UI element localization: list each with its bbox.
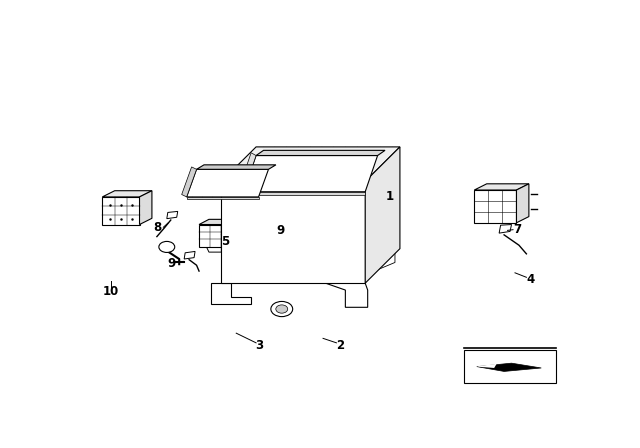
Polygon shape bbox=[211, 283, 251, 304]
Text: 2: 2 bbox=[337, 339, 344, 352]
Polygon shape bbox=[326, 283, 367, 307]
Polygon shape bbox=[516, 184, 529, 223]
Polygon shape bbox=[256, 151, 385, 155]
Polygon shape bbox=[187, 197, 259, 199]
Text: 9: 9 bbox=[168, 257, 176, 270]
Polygon shape bbox=[286, 211, 300, 220]
Polygon shape bbox=[477, 363, 541, 371]
Text: 7: 7 bbox=[513, 223, 522, 236]
Polygon shape bbox=[184, 251, 195, 259]
Polygon shape bbox=[244, 192, 365, 195]
Polygon shape bbox=[244, 155, 378, 192]
Text: 5: 5 bbox=[221, 235, 230, 248]
Circle shape bbox=[159, 241, 175, 253]
Text: 10: 10 bbox=[102, 284, 119, 297]
Polygon shape bbox=[167, 211, 178, 219]
Circle shape bbox=[271, 302, 292, 317]
Polygon shape bbox=[187, 169, 269, 197]
Polygon shape bbox=[239, 153, 256, 192]
Polygon shape bbox=[102, 197, 140, 224]
Polygon shape bbox=[196, 165, 276, 169]
Polygon shape bbox=[499, 224, 511, 233]
Polygon shape bbox=[199, 220, 241, 224]
Polygon shape bbox=[140, 191, 152, 224]
Polygon shape bbox=[182, 167, 196, 197]
Text: 1: 1 bbox=[386, 190, 394, 203]
Polygon shape bbox=[477, 364, 497, 368]
Polygon shape bbox=[221, 147, 400, 181]
Text: 3: 3 bbox=[255, 339, 264, 352]
Polygon shape bbox=[365, 147, 400, 283]
Text: 4: 4 bbox=[527, 273, 534, 286]
Polygon shape bbox=[204, 228, 221, 252]
Polygon shape bbox=[474, 184, 529, 190]
Text: 9: 9 bbox=[276, 224, 284, 237]
Polygon shape bbox=[231, 220, 241, 247]
Polygon shape bbox=[102, 191, 152, 197]
Bar bbox=[465, 350, 556, 383]
Polygon shape bbox=[199, 224, 231, 247]
Polygon shape bbox=[221, 181, 365, 283]
Polygon shape bbox=[474, 190, 516, 223]
Polygon shape bbox=[370, 249, 395, 273]
Circle shape bbox=[276, 305, 288, 313]
Text: 00174246: 00174246 bbox=[489, 373, 532, 382]
Text: 8: 8 bbox=[154, 221, 162, 234]
Text: 6: 6 bbox=[349, 152, 358, 165]
